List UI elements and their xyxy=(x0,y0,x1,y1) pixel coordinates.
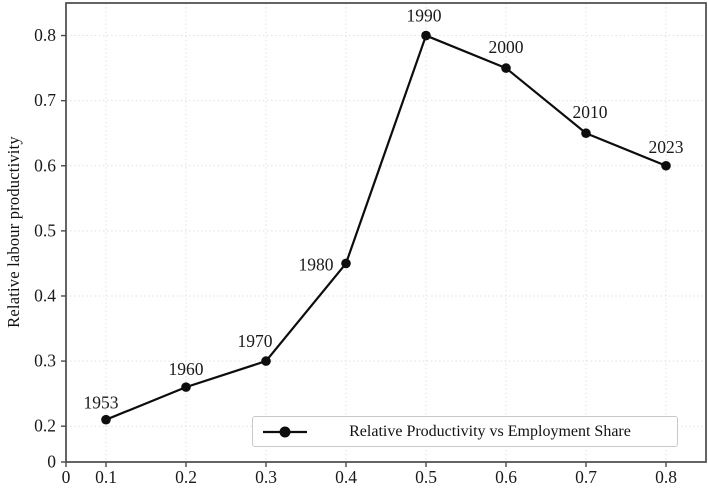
point-year-label: 1980 xyxy=(299,254,334,274)
point-year-label: 1990 xyxy=(407,6,442,26)
x-tick-label: 0.3 xyxy=(255,467,277,487)
x-tick-label: 0.4 xyxy=(335,467,357,487)
y-tick-label: 0.2 xyxy=(34,416,56,436)
y-tick-label: 0 xyxy=(47,452,56,472)
y-tick-label: 0.5 xyxy=(34,220,56,240)
x-tick-label: 0.2 xyxy=(175,467,197,487)
point-year-label: 2010 xyxy=(573,102,608,122)
legend-sample-point xyxy=(279,426,291,437)
y-tick-label: 0.8 xyxy=(34,25,56,45)
legend-line-marker-icon xyxy=(263,426,307,437)
point-year-label: 1960 xyxy=(169,359,204,379)
y-tick-label: 0.7 xyxy=(34,90,56,110)
x-tick-label: 0.8 xyxy=(655,467,677,487)
x-tick-label: 0.5 xyxy=(415,467,437,487)
data-point xyxy=(581,128,591,139)
data-point xyxy=(661,160,671,171)
data-point xyxy=(341,258,351,269)
data-point xyxy=(261,356,271,366)
y-tick-label: 0.3 xyxy=(34,351,56,371)
y-tick-label: 0.4 xyxy=(34,285,56,305)
legend-label: Relative Productivity vs Employment Shar… xyxy=(349,422,631,440)
data-point xyxy=(181,382,191,392)
y-axis-title: Relative labour productivity xyxy=(4,136,23,328)
data-point xyxy=(501,63,511,73)
point-year-label: 2000 xyxy=(489,37,524,57)
point-year-label: 1970 xyxy=(238,331,273,351)
legend: Relative Productivity vs Employment Shar… xyxy=(252,416,678,447)
data-point xyxy=(421,30,431,41)
point-year-label: 1953 xyxy=(84,393,119,413)
point-year-label: 2023 xyxy=(649,137,684,157)
plot-frame xyxy=(65,2,707,463)
x-tick-label: 0.1 xyxy=(95,467,117,487)
x-tick-label: 0.7 xyxy=(575,467,597,487)
data-point xyxy=(101,414,111,425)
x-tick-label: 0.6 xyxy=(495,467,517,487)
y-tick-label: 0.6 xyxy=(34,155,56,175)
data-line xyxy=(104,34,668,421)
x-tick-label: 0 xyxy=(62,467,71,487)
